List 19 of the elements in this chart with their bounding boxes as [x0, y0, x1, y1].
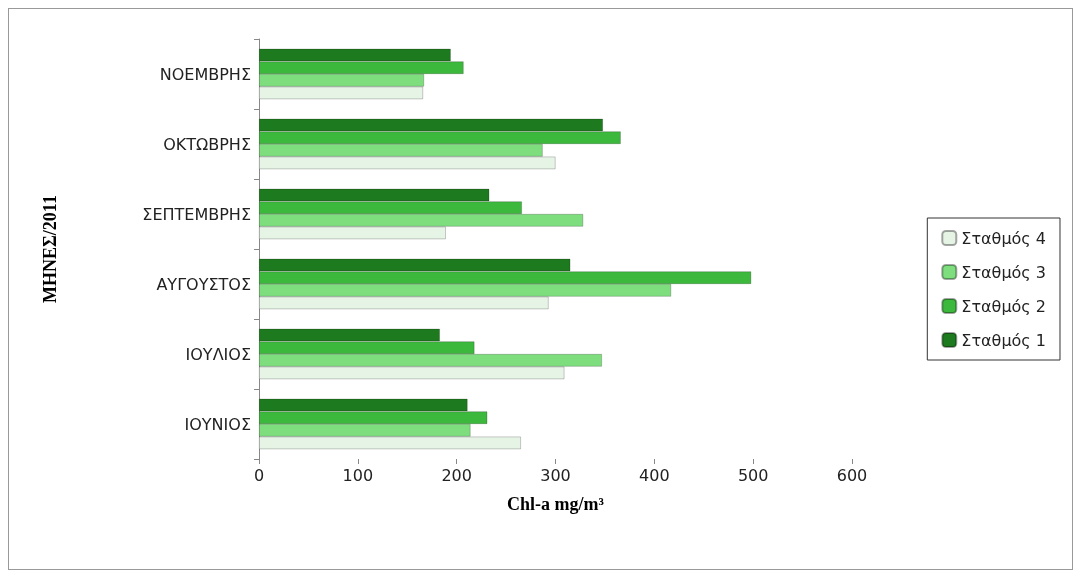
x-tick-label: 0: [253, 465, 265, 485]
y-tick-label: ΣΕΠΤΕΜΒΡΗΣ: [142, 204, 251, 224]
legend-label: Σταθμός 1: [961, 330, 1046, 350]
x-tick-label: 100: [342, 465, 374, 485]
x-tick-label: 300: [540, 465, 571, 485]
y-axis-title: ΜΗΝΕΣ/2011: [40, 195, 60, 303]
x-tick-label: 200: [441, 465, 472, 485]
x-tick-label: 500: [737, 465, 769, 485]
y-tick-label: ΙΟΥΝΙΟΣ: [184, 414, 251, 434]
y-tick-label: ΝΟΕΜΒΡΗΣ: [159, 64, 251, 84]
y-tick-label: ΙΟΥΛΙΟΣ: [185, 344, 251, 364]
legend-label: Σταθμός 4: [961, 228, 1046, 248]
legend-label: Σταθμός 2: [961, 296, 1046, 316]
y-tick-label: ΟΚΤΩΒΡΗΣ: [163, 134, 251, 154]
x-axis-title: Chl-a mg/m³: [507, 494, 605, 514]
x-tick-label: 600: [836, 465, 868, 485]
y-tick-label: ΑΥΓΟΥΣΤΟΣ: [156, 274, 251, 294]
legend-label: Σταθμός 3: [961, 262, 1046, 282]
x-tick-label: 400: [639, 465, 670, 485]
